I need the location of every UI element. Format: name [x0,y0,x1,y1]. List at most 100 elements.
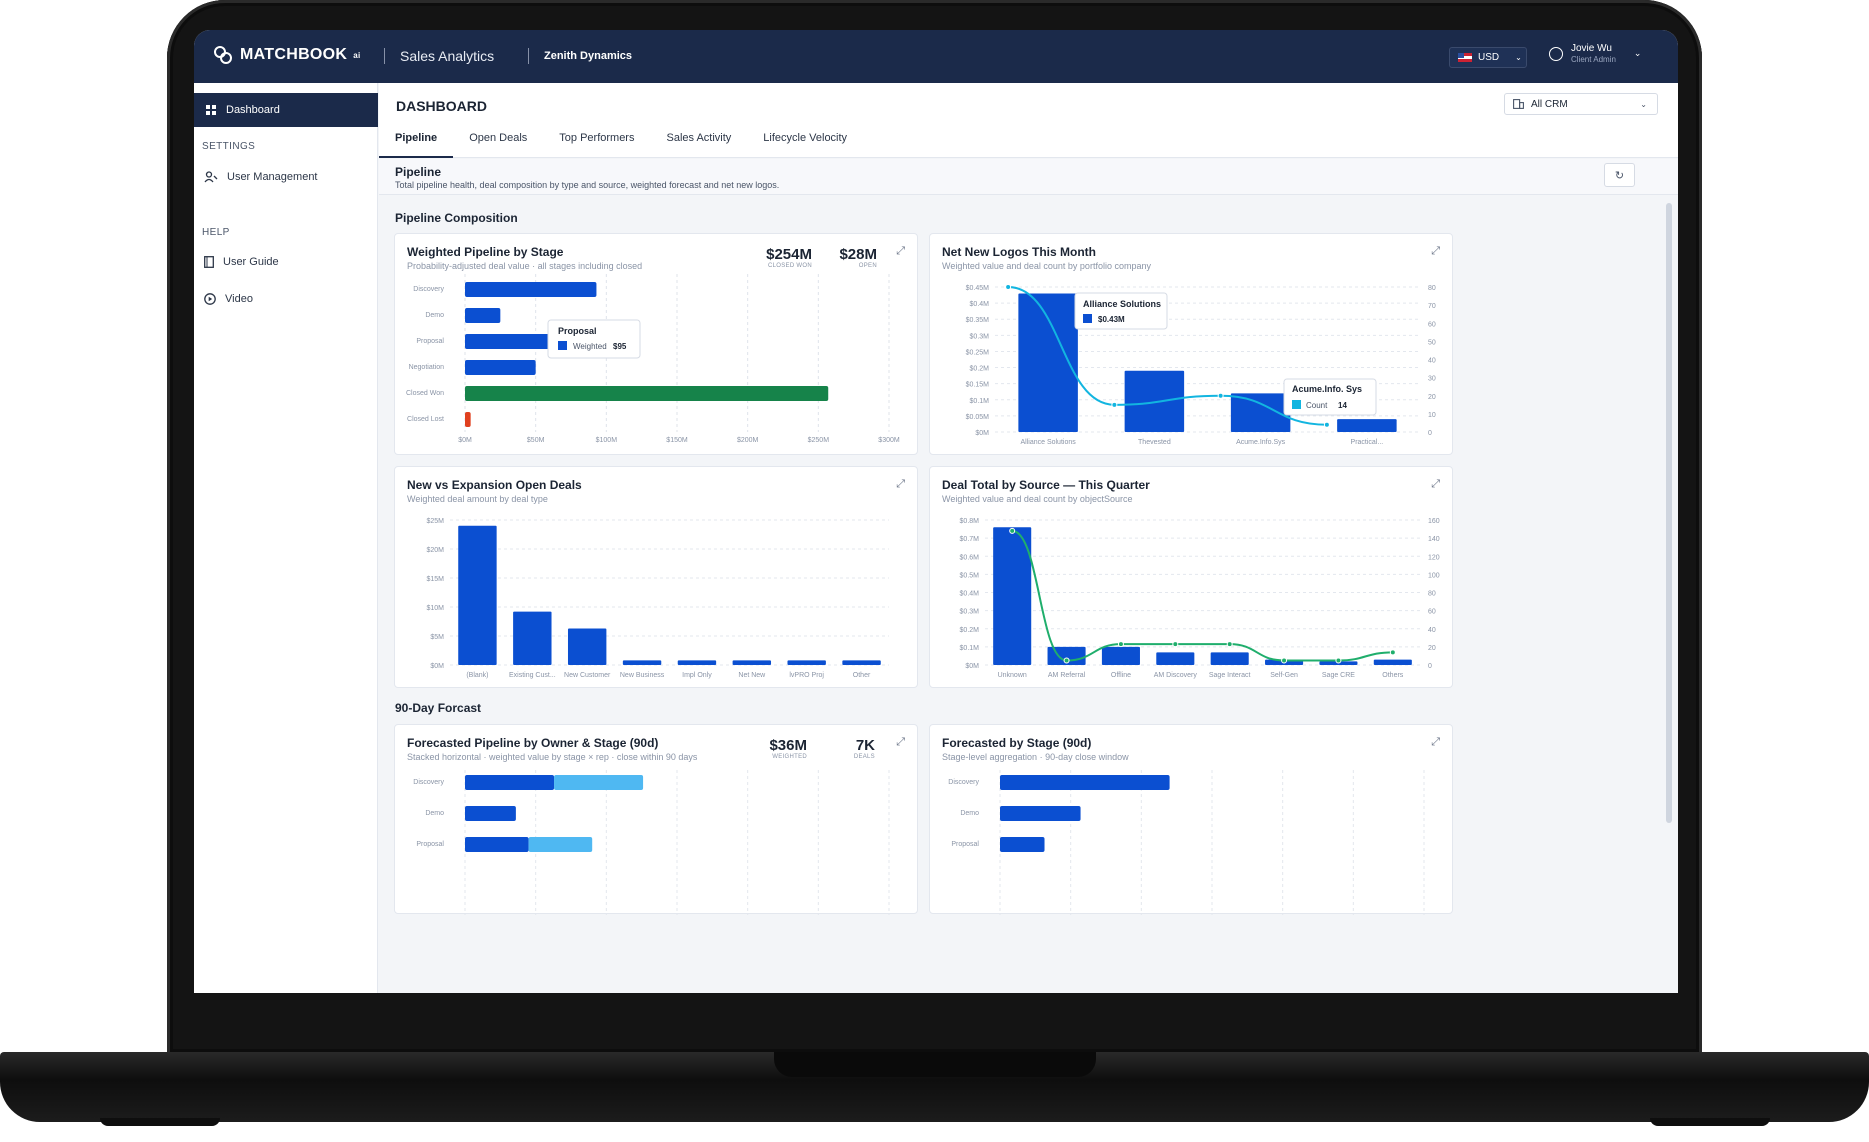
x-tick-label: $150M [666,437,688,444]
line-point [1009,527,1016,534]
x-tick-label: Acume.Info.Sys [1236,439,1286,446]
sidebar-item-user-management[interactable]: User Management [204,171,318,183]
expand-icon[interactable]: ⤢ [896,478,905,490]
x-tick-label: AM Discovery [1154,672,1198,679]
tooltip-box [1074,292,1168,330]
line-point [1323,421,1330,428]
series-line-count [1011,529,1393,662]
chart-weighted-pipeline: $0M $50M $100M $150M $200M $250M $300M Discover… [406,274,900,444]
card-title: Forecasted by Stage (90d) [942,736,1092,750]
y-tick-label: $10M [426,605,444,612]
x-tick-label: Thevested [1138,439,1171,446]
y-tick-label: Demo [960,810,979,817]
bar-discovery [465,282,597,297]
user-menu[interactable]: Jovie Wu Client Admin ⌄ [1549,43,1641,64]
y-tick-label: $0.15M [966,382,990,389]
tab-sales-activity[interactable]: Sales Activity [666,131,732,144]
y-tick-label: Negotiation [409,364,445,371]
y-tick-label: Demo [425,312,444,319]
y2-tick-label: 140 [1428,536,1440,543]
y-tick-label: $25M [426,518,444,525]
kpi-label: WEIGHTED [772,754,807,760]
card-subtitle: Weighted value and deal count by objectS… [942,494,1133,504]
tab-lifecycle-velocity[interactable]: Lifecycle Velocity [763,131,848,144]
bar-discovery [1000,775,1170,790]
y-tick-label: $0.1M [970,398,990,405]
y-tick-label: $0.7M [960,536,980,543]
x-tick-label: $300M [878,437,900,444]
sidebar-item-user-guide[interactable]: User Guide [204,256,279,268]
building-icon [1513,99,1524,109]
series-line-count [1008,286,1327,426]
y-tick-label: Demo [425,810,444,817]
chart-forecast-owner-stage: Discovery Demo Proposal [413,770,890,915]
y-tick-label: $0.6M [960,554,980,561]
y2-tick-label: 20 [1428,394,1436,401]
bar-closed-lost [465,412,471,427]
card-title: Deal Total by Source — This Quarter [942,478,1150,492]
x-tick-label: $0M [458,437,472,444]
x-tick-label: AM Referral [1048,672,1086,679]
currency-select[interactable]: USD ⌄ [1449,47,1527,68]
tooltip-title: Acume.Info. Sys [1292,384,1362,394]
x-tick-label: Practical... [1351,439,1384,446]
y2-tick-label: 40 [1428,358,1436,365]
y-tick-label: $0.05M [966,414,990,421]
y-tick-label: $0.4M [960,591,980,598]
expand-icon[interactable]: ⤢ [896,245,905,257]
card-subtitle: Weighted deal amount by deal type [407,494,548,504]
y2-tick-label: 40 [1428,627,1436,634]
card-subtitle: Weighted value and deal count by portfol… [942,261,1151,271]
sidebar-item-video[interactable]: Video [204,293,253,305]
app-logo[interactable]: MATCHBOOK ai [212,44,361,66]
crm-select[interactable]: All CRM ⌄ [1504,93,1658,115]
chart-forecast-by-stage: Discovery Demo Proposal [948,770,1425,915]
refresh-icon: ↻ [1614,169,1625,182]
expand-icon[interactable]: ⤢ [1431,478,1440,490]
y2-tick-label: 120 [1428,554,1440,561]
kpi-value: $28M [839,246,877,263]
card-title: Forecasted Pipeline by Owner & Stage (90… [407,736,659,750]
currency-label: USD [1478,52,1500,63]
bar-existing-cust [513,611,552,665]
sidebar-section-settings: SETTINGS [202,141,256,152]
y-tick-label: $0.35M [966,317,990,324]
card-new-vs-expansion: New vs Expansion Open Deals Weighted dea… [394,466,918,688]
tooltip-box [547,319,641,359]
tab-top-performers[interactable]: Top Performers [559,131,635,144]
bar-other [842,660,881,665]
chart-net-new-logos: $0M $0.05M $0.1M $0.15M $0.2M $0.25M $0.3M $0.3… [966,284,1436,446]
tooltip-label: Count [1306,401,1328,410]
line-point [1005,284,1012,290]
tab-bar: Pipeline Open Deals Top Performers Sales… [379,119,863,158]
tooltip-box [1283,378,1377,416]
y-tick-label: $0.4M [970,301,990,308]
play-circle-icon [204,293,216,305]
tab-open-deals[interactable]: Open Deals [469,131,528,144]
sidebar-item-dashboard[interactable]: Dashboard [194,93,378,127]
tooltip-value: 14 [1338,401,1347,410]
bar-negotiation [465,360,536,375]
expand-icon[interactable]: ⤢ [896,736,905,748]
expand-icon[interactable]: ⤢ [1431,245,1440,257]
kpi-label: CLOSED WON [767,263,812,269]
chart-deal-total-by-source: $0M $0.1M $0.2M $0.3M $0.4M $0.5M $0.6M $0.7M $0… [960,518,1440,679]
expand-icon[interactable]: ⤢ [1431,736,1440,748]
bar-practical [1337,419,1397,432]
y2-tick-label: 80 [1428,591,1436,598]
section-description: Total pipeline health, deal composition … [395,180,780,190]
section-header: Pipeline Total pipeline health, deal com… [379,159,1678,195]
kpi-weighted: $36M WEIGHTED [769,737,807,760]
bar-am-discovery [1156,652,1195,665]
scrollbar[interactable] [1666,203,1672,823]
y-tick-label: Closed Won [406,390,444,397]
card-forecast-owner-stage: Forecasted Pipeline by Owner & Stage (90… [394,724,918,915]
logo-text: MATCHBOOK [240,46,348,63]
refresh-button[interactable]: ↻ [1604,163,1635,187]
line-point [1111,401,1118,408]
card-deal-total-by-source: Deal Total by Source — This Quarter Weig… [929,466,1453,688]
y2-tick-label: 70 [1428,303,1436,310]
tab-pipeline[interactable]: Pipeline [379,119,454,158]
kpi-label: DEALS [853,754,875,760]
